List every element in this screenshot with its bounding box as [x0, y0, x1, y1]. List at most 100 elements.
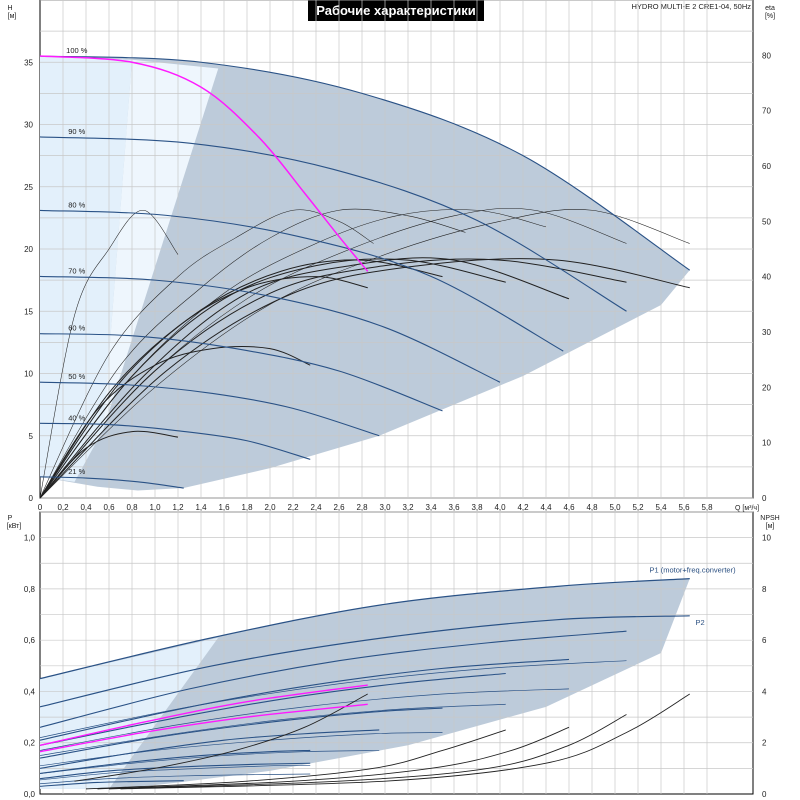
npsh-curve — [74, 693, 368, 782]
model-label: HYDRO MULTI-E 2 CRE1-04, 50Hz — [632, 2, 752, 11]
npsh-curve — [120, 693, 690, 790]
head-curve — [39, 422, 311, 460]
power-axes: 0,0 0,2 0,4 0,6 0,8 1,0 0 2 4 6 8 10 P[кВт] NPSH[м] — [7, 515, 780, 799]
y-tick-label: 25 — [24, 183, 33, 192]
x-tick-label: 5,6 — [678, 503, 690, 512]
p2-curve — [39, 773, 311, 785]
y2-tick-label: 60 — [762, 162, 771, 171]
x-tick-label: 1,4 — [195, 503, 207, 512]
power-series-line — [39, 615, 690, 708]
p-tick-label: 0,6 — [24, 636, 36, 645]
npsh-tick-label: 4 — [762, 687, 767, 696]
x-tick-label: 3,4 — [425, 503, 437, 512]
npsh-axis-label: NPSH — [760, 515, 779, 522]
power-curves: P1 (motor+freq.converter) P2 — [39, 566, 737, 790]
chart-title-box — [308, 0, 484, 21]
npsh-tick-label: 2 — [762, 739, 767, 748]
x-tick-label: 4,2 — [517, 503, 529, 512]
head-curve — [39, 381, 380, 437]
x-tick-label: 1,6 — [218, 503, 230, 512]
power-curve — [39, 658, 570, 741]
x-axis-label: Q [м³/ч] — [735, 505, 759, 512]
duty-power-curve — [39, 703, 368, 753]
speed-label: 80 % — [68, 200, 85, 209]
speed-label: 100 % — [66, 46, 88, 55]
efficiency-curve — [39, 209, 179, 499]
series-label: P2 — [696, 618, 705, 627]
p-axis-label: P — [8, 515, 13, 522]
head-curve — [39, 55, 691, 271]
power-curve — [39, 762, 311, 780]
x-tick-label: 0,4 — [80, 503, 92, 512]
x-tick-label: 0 — [38, 503, 43, 512]
p-tick-label: 0,2 — [24, 739, 36, 748]
speed-label: 50 % — [68, 372, 85, 381]
npsh-curve — [85, 729, 506, 790]
x-tick-label: 0,8 — [126, 503, 138, 512]
power-curve — [39, 749, 311, 775]
hq-axes: 0 0,2 0,4 0,6 0,8 1,0 1,2 1,4 1,6 1,8 2,0 2,2 2,4 2,6… — [7, 5, 775, 512]
p-tick-label: 1,0 — [24, 534, 36, 543]
efficiency-curve — [39, 258, 627, 499]
speed-label: 40 % — [68, 413, 85, 422]
y2-tick-label: 70 — [762, 107, 771, 116]
head-curve — [39, 275, 501, 383]
p-tick-label: 0,0 — [24, 790, 36, 799]
y2-tick-label: 80 — [762, 51, 771, 60]
efficiency-curve — [39, 209, 374, 499]
y-tick-label: 15 — [24, 307, 33, 316]
efficiency-curve — [39, 259, 443, 499]
y2-tick-label: 40 — [762, 273, 771, 282]
y-axis-label: H — [7, 5, 12, 12]
x-tick-label: 2,2 — [287, 503, 299, 512]
x-tick-label: 3,6 — [448, 503, 460, 512]
npsh-curve — [108, 714, 627, 790]
x-tick-label: 4,8 — [586, 503, 598, 512]
speed-label: 60 % — [68, 324, 85, 333]
series-label: P1 (motor+freq.converter) — [650, 566, 737, 575]
y-tick-label: 5 — [29, 432, 34, 441]
p2-curve — [39, 660, 627, 738]
power-curve — [39, 780, 184, 787]
x-tick-label: 1,2 — [172, 503, 184, 512]
hq-grid — [40, 0, 753, 499]
x-tick-label: 5,2 — [632, 503, 644, 512]
x-tick-label: 2,8 — [356, 503, 368, 512]
y2-tick-label: 20 — [762, 383, 771, 392]
power-series-line — [39, 578, 690, 680]
chart-title: Рабочие характеристики — [316, 3, 476, 18]
power-curve — [39, 707, 443, 759]
y2-tick-label: 0 — [762, 494, 767, 503]
y2-tick-label: 10 — [762, 439, 771, 448]
head-curve — [39, 333, 443, 412]
head-curve — [39, 209, 564, 352]
speed-label: 70 % — [68, 266, 85, 275]
npsh-tick-label: 0 — [762, 790, 767, 799]
power-operating-area — [40, 578, 690, 789]
p2-curve — [39, 750, 380, 774]
head-curve — [39, 136, 627, 312]
x-tick-label: 4,4 — [540, 503, 552, 512]
y-tick-label: 35 — [24, 58, 33, 67]
x-tick-label: 3,8 — [471, 503, 483, 512]
x-tick-label: 1,0 — [149, 503, 161, 512]
x-tick-label: 1,8 — [241, 503, 253, 512]
efficiency-curve — [39, 257, 570, 499]
p-tick-label: 0,8 — [24, 585, 36, 594]
npsh-tick-label: 8 — [762, 585, 767, 594]
x-tick-label: 2,0 — [264, 503, 276, 512]
x-tick-label: 4,6 — [563, 503, 575, 512]
duty-power-curve — [39, 684, 368, 746]
speed-label: 21 % — [68, 467, 85, 476]
efficiency-curve — [39, 258, 506, 499]
p2-curve — [39, 688, 570, 751]
npsh-tick-label: 10 — [762, 534, 771, 543]
x-tick-label: 3,0 — [379, 503, 391, 512]
power-curve — [39, 672, 506, 746]
highlight-curve — [39, 55, 369, 272]
p-axis-unit: [кВт] — [7, 523, 22, 530]
y2-tick-label: 30 — [762, 328, 771, 337]
x-tick-label: 2,6 — [333, 503, 345, 512]
y2-tick-label: 50 — [762, 217, 771, 226]
